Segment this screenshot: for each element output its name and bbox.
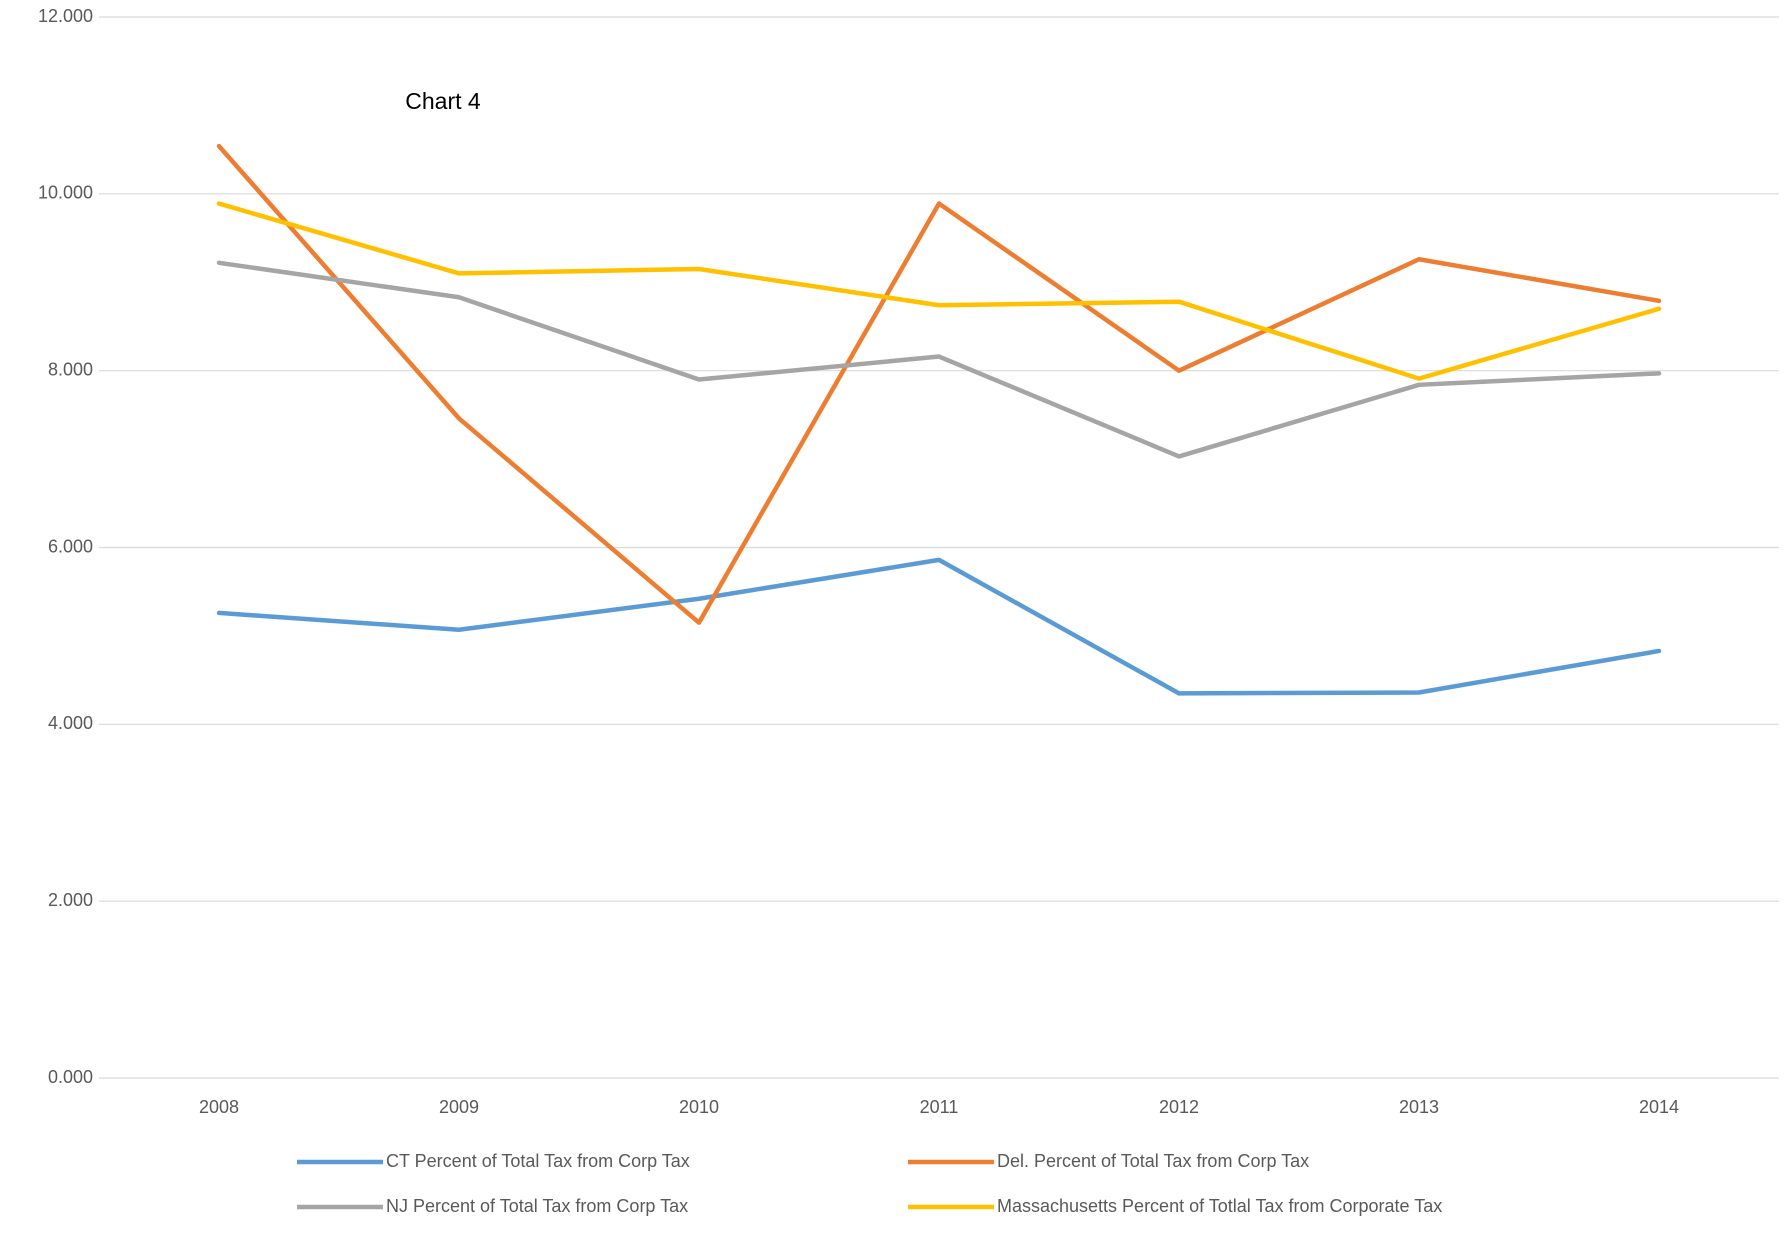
x-tick-label: 2014 [1639,1097,1679,1117]
x-tick-label: 2010 [679,1097,719,1117]
x-tick-label: 2008 [199,1097,239,1117]
series-line [216,260,1662,459]
x-tick-label: 2013 [1399,1097,1439,1117]
series-line [216,143,1662,625]
legend-label: CT Percent of Total Tax from Corp Tax [386,1151,690,1171]
legend-label: Massachusetts Percent of Totlal Tax from… [997,1196,1442,1216]
y-tick-label: 12.000 [38,6,93,26]
y-tick-label: 6.000 [48,536,93,556]
y-tick-label: 4.000 [48,713,93,733]
y-tick-label: 0.000 [48,1067,93,1087]
series-line [216,557,1662,696]
y-tick-label: 8.000 [48,359,93,379]
x-tick-label: 2011 [920,1097,959,1117]
series-line [216,201,1662,381]
legend-label: NJ Percent of Total Tax from Corp Tax [386,1196,688,1216]
y-tick-label: 10.000 [38,183,93,203]
chart-title: Chart 4 [405,88,481,114]
x-tick-label: 2012 [1159,1097,1199,1117]
x-tick-label: 2009 [439,1097,479,1117]
legend-label: Del. Percent of Total Tax from Corp Tax [997,1151,1309,1171]
y-tick-label: 2.000 [48,890,93,910]
